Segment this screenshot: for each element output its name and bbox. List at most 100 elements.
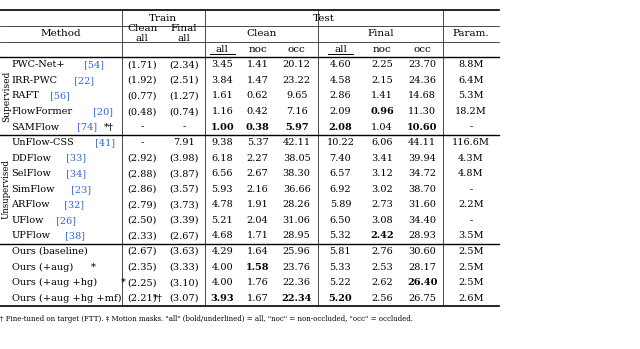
Text: 6.92: 6.92 — [330, 185, 351, 194]
Text: 3.5M: 3.5M — [458, 231, 484, 240]
Text: Method: Method — [40, 29, 81, 38]
Text: 14.68: 14.68 — [408, 91, 436, 101]
Text: 2.6M: 2.6M — [458, 294, 484, 303]
Text: [38]: [38] — [62, 231, 85, 240]
Text: (3.87): (3.87) — [169, 169, 199, 178]
Text: 20.12: 20.12 — [283, 60, 310, 69]
Text: Supervised: Supervised — [2, 70, 11, 121]
Text: 0.96: 0.96 — [370, 107, 394, 116]
Text: *: * — [90, 262, 95, 272]
Text: Param.: Param. — [452, 29, 490, 38]
Text: (1.71): (1.71) — [127, 60, 157, 69]
Text: [54]: [54] — [81, 60, 104, 69]
Text: Ours (+aug +hg): Ours (+aug +hg) — [12, 278, 97, 287]
Text: [20]: [20] — [90, 107, 113, 116]
Text: all: all — [334, 45, 347, 54]
Text: 39.94: 39.94 — [408, 154, 436, 163]
Text: [26]: [26] — [54, 216, 76, 225]
Text: 1.04: 1.04 — [371, 122, 393, 132]
Text: 2.5M: 2.5M — [458, 278, 484, 287]
Text: 1.61: 1.61 — [212, 91, 233, 101]
Text: 23.76: 23.76 — [283, 262, 310, 272]
Text: 8.8M: 8.8M — [458, 60, 484, 69]
Text: 2.16: 2.16 — [247, 185, 268, 194]
Text: 38.30: 38.30 — [283, 169, 310, 178]
Text: *†: *† — [153, 294, 163, 303]
Text: 38.05: 38.05 — [283, 154, 310, 163]
Text: (3.73): (3.73) — [169, 200, 199, 209]
Text: 1.47: 1.47 — [246, 76, 269, 85]
Text: Ours (baseline): Ours (baseline) — [12, 247, 87, 256]
Text: 2.53: 2.53 — [371, 262, 393, 272]
Text: 26.40: 26.40 — [407, 278, 437, 287]
Text: 2.5M: 2.5M — [458, 247, 484, 256]
Text: 24.36: 24.36 — [408, 76, 436, 85]
Text: 0.62: 0.62 — [247, 91, 268, 101]
Text: (3.39): (3.39) — [169, 216, 199, 225]
Text: [23]: [23] — [68, 185, 91, 194]
Text: 5.97: 5.97 — [285, 122, 308, 132]
Text: 2.56: 2.56 — [371, 294, 393, 303]
Text: 9.38: 9.38 — [212, 138, 233, 147]
Text: 34.40: 34.40 — [408, 216, 436, 225]
Text: 2.09: 2.09 — [330, 107, 351, 116]
Text: (2.50): (2.50) — [128, 216, 157, 225]
Text: 5.32: 5.32 — [330, 231, 351, 240]
Text: -: - — [469, 216, 473, 225]
Text: 2.2M: 2.2M — [458, 200, 484, 209]
Text: 2.67: 2.67 — [247, 169, 268, 178]
Text: 7.91: 7.91 — [173, 138, 195, 147]
Text: [34]: [34] — [63, 169, 86, 178]
Text: Ours (+aug): Ours (+aug) — [12, 262, 73, 272]
Text: 1.71: 1.71 — [246, 231, 269, 240]
Text: occ: occ — [413, 45, 431, 54]
Text: (2.51): (2.51) — [169, 76, 199, 85]
Text: IRR-PWC: IRR-PWC — [12, 76, 58, 85]
Text: 1.76: 1.76 — [247, 278, 268, 287]
Text: [74]: [74] — [74, 122, 97, 132]
Text: (2.88): (2.88) — [128, 169, 157, 178]
Text: 1.00: 1.00 — [211, 122, 234, 132]
Text: 4.00: 4.00 — [212, 262, 233, 272]
Text: 2.62: 2.62 — [371, 278, 393, 287]
Text: Final
all: Final all — [171, 24, 197, 44]
Text: 28.26: 28.26 — [283, 200, 310, 209]
Text: 1.91: 1.91 — [247, 200, 268, 209]
Text: 4.29: 4.29 — [212, 247, 233, 256]
Text: 5.21: 5.21 — [212, 216, 233, 225]
Text: UnFlow-CSS: UnFlow-CSS — [12, 138, 74, 147]
Text: 7.16: 7.16 — [286, 107, 307, 116]
Text: (2.33): (2.33) — [127, 231, 157, 240]
Text: 1.16: 1.16 — [212, 107, 233, 116]
Text: 31.60: 31.60 — [408, 200, 436, 209]
Text: (1.27): (1.27) — [169, 91, 199, 101]
Text: FlowFormer: FlowFormer — [12, 107, 73, 116]
Text: UPFlow: UPFlow — [12, 231, 51, 240]
Text: 0.38: 0.38 — [246, 122, 269, 132]
Text: 7.40: 7.40 — [330, 154, 351, 163]
Text: 6.50: 6.50 — [330, 216, 351, 225]
Text: 1.64: 1.64 — [247, 247, 268, 256]
Text: 34.72: 34.72 — [408, 169, 436, 178]
Text: (1.92): (1.92) — [127, 76, 157, 85]
Text: 38.70: 38.70 — [408, 185, 436, 194]
Text: Test: Test — [313, 14, 335, 23]
Text: 30.60: 30.60 — [408, 247, 436, 256]
Text: UFlow: UFlow — [12, 216, 44, 225]
Text: (0.48): (0.48) — [128, 107, 157, 116]
Text: 2.42: 2.42 — [371, 231, 394, 240]
Text: [22]: [22] — [71, 76, 94, 85]
Text: 6.56: 6.56 — [212, 169, 233, 178]
Text: (2.86): (2.86) — [128, 185, 157, 194]
Text: [56]: [56] — [47, 91, 70, 101]
Text: 42.11: 42.11 — [283, 138, 310, 147]
Text: 5.22: 5.22 — [330, 278, 351, 287]
Text: 116.6M: 116.6M — [452, 138, 490, 147]
Text: Train: Train — [149, 14, 177, 23]
Text: 22.36: 22.36 — [283, 278, 310, 287]
Text: 6.57: 6.57 — [330, 169, 351, 178]
Text: 10.22: 10.22 — [326, 138, 355, 147]
Text: 26.75: 26.75 — [408, 294, 436, 303]
Text: Unsupervised: Unsupervised — [2, 159, 11, 219]
Text: 5.33: 5.33 — [330, 262, 351, 272]
